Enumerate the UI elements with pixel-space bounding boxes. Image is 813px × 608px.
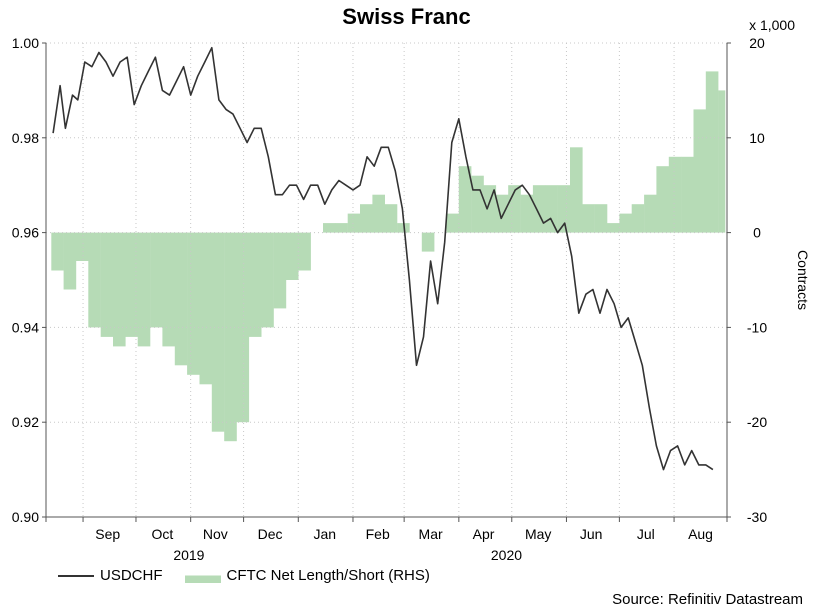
- legend-area-label: CFTC Net Length/Short (RHS): [226, 567, 430, 584]
- area-bar: [570, 147, 583, 233]
- line-series-layer: [52, 46, 714, 471]
- area-bar: [63, 232, 77, 290]
- legend: USDCHF CFTC Net Length/Short (RHS): [58, 567, 430, 584]
- area-bar: [557, 185, 571, 233]
- area-bar: [323, 223, 336, 233]
- right-tick-label: 20: [749, 35, 765, 51]
- area-bar: [458, 166, 472, 233]
- area-bar: [495, 194, 509, 233]
- left-tick-label: 1.00: [12, 35, 39, 51]
- year-label: 2020: [491, 547, 522, 563]
- area-bar: [273, 232, 287, 309]
- area-bar: [285, 232, 299, 280]
- area-bar: [397, 223, 410, 233]
- legend-line-swatch: [58, 574, 94, 577]
- area-bar: [718, 90, 726, 233]
- area-bar: [520, 194, 534, 233]
- month-label: Jan: [313, 526, 336, 542]
- right-tick-label: 0: [753, 225, 761, 241]
- area-bar: [76, 232, 89, 261]
- month-label: Mar: [419, 526, 443, 542]
- area-bar: [187, 232, 200, 375]
- month-label: Feb: [366, 526, 390, 542]
- area-bar: [224, 232, 237, 442]
- area-bar: [211, 232, 225, 432]
- month-label: Oct: [152, 526, 174, 542]
- area-bar: [656, 166, 669, 233]
- area-bar: [607, 223, 620, 233]
- area-bar: [335, 223, 348, 233]
- area-bar: [693, 109, 707, 233]
- area-bar: [705, 71, 719, 233]
- legend-line-label: USDCHF: [100, 567, 163, 584]
- area-bar: [298, 232, 311, 271]
- area-bar: [88, 232, 101, 328]
- area-bar: [668, 156, 682, 233]
- left-tick-label: 0.90: [12, 509, 39, 525]
- source-note: Source: Refinitiv Datastream: [612, 591, 803, 608]
- area-bar: [446, 213, 460, 233]
- area-bar: [360, 204, 373, 233]
- area-bar: [384, 204, 398, 233]
- right-tick-label: -30: [747, 509, 767, 525]
- area-bar: [532, 185, 546, 233]
- area-bar: [631, 204, 645, 233]
- area-bar: [174, 232, 188, 366]
- area-bar: [471, 175, 484, 233]
- month-label: Aug: [688, 526, 713, 542]
- area-bar: [162, 232, 175, 347]
- month-label: Nov: [203, 526, 228, 542]
- area-bar: [619, 213, 632, 233]
- area-bar: [199, 232, 213, 385]
- area-bar: [644, 194, 657, 233]
- month-label: Jul: [637, 526, 655, 542]
- right-axis-title: Contracts: [795, 250, 811, 310]
- area-bar: [545, 185, 558, 233]
- area-series-layer: [51, 71, 726, 442]
- left-tick-label: 0.96: [12, 225, 39, 241]
- axes-layer: 0.90 0.92 0.94 0.96 0.98 1.00 -30 -20 -10 0 10 20 Co…: [12, 35, 811, 563]
- month-label: May: [525, 526, 551, 542]
- area-bar: [125, 232, 138, 337]
- month-label: Sep: [95, 526, 120, 542]
- area-bar: [594, 204, 608, 233]
- year-label: 2019: [173, 547, 204, 563]
- left-tick-label: 0.92: [12, 414, 39, 430]
- area-bar: [582, 204, 595, 233]
- area-bar: [681, 156, 694, 233]
- area-bar: [100, 232, 114, 337]
- right-tick-label: -10: [747, 319, 767, 335]
- month-label: Dec: [258, 526, 283, 542]
- month-label: Apr: [473, 526, 495, 542]
- month-label: Jun: [580, 526, 603, 542]
- right-tick-label: 10: [749, 130, 765, 146]
- area-bar: [51, 232, 64, 271]
- area-bar: [372, 194, 385, 233]
- multiplier-label: x 1,000: [749, 17, 795, 33]
- chart-title: Swiss Franc: [342, 4, 471, 29]
- area-bar: [347, 213, 361, 233]
- area-bar: [483, 185, 497, 233]
- left-tick-label: 0.98: [12, 130, 39, 146]
- legend-area-swatch: [184, 568, 221, 583]
- area-bar: [261, 232, 274, 328]
- right-tick-label: -20: [747, 414, 767, 430]
- area-bar: [113, 232, 126, 347]
- area-bar: [150, 232, 163, 328]
- area-bar: [421, 232, 435, 252]
- usdchf-line: [52, 46, 714, 471]
- area-bar: [248, 232, 262, 337]
- left-tick-label: 0.94: [12, 319, 39, 335]
- area-bar: [137, 232, 151, 347]
